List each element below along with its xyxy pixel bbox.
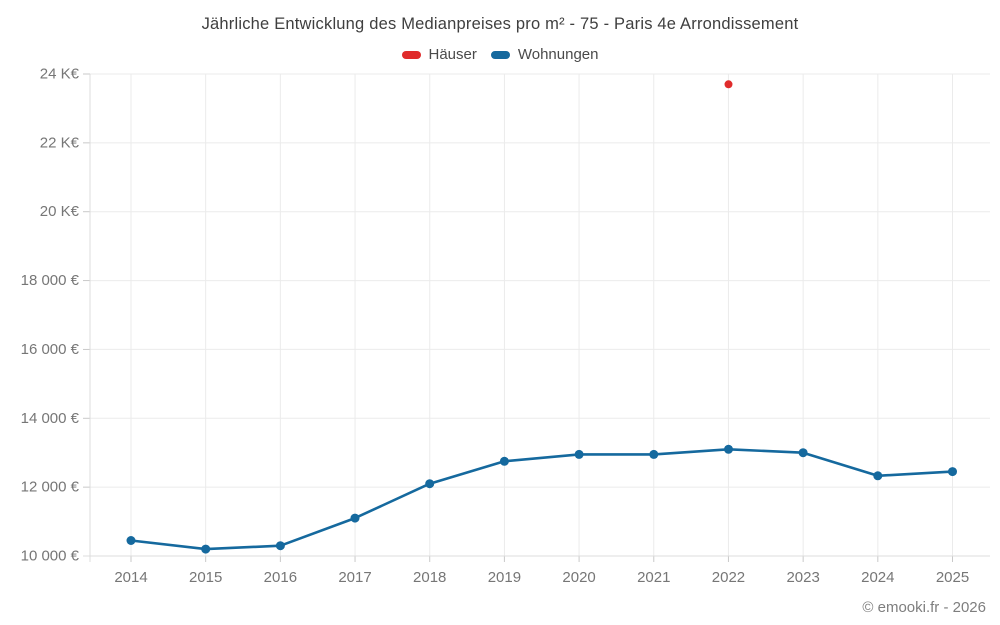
y-axis-tick-label: 24 K€ [40, 66, 80, 83]
wohnungen-data-point-2018[interactable] [425, 479, 435, 489]
x-axis-tick-label: 2016 [264, 569, 297, 586]
legend: Häuser Wohnungen [0, 46, 1000, 63]
x-axis-tick-label: 2023 [786, 569, 819, 586]
y-axis-tick-label: 18 000 € [21, 272, 80, 289]
y-axis-tick-label: 16 000 € [21, 341, 80, 358]
chart-title: Jährliche Entwicklung des Medianpreises … [201, 15, 799, 33]
x-axis-tick-label: 2019 [488, 569, 521, 586]
legend-label-wohnungen: Wohnungen [517, 46, 599, 63]
wohnungen-data-point-2024[interactable] [873, 471, 883, 481]
y-axis-tick-label: 22 K€ [40, 134, 80, 151]
wohnungen-data-point-2019[interactable] [499, 456, 509, 466]
legend-label-haeuser: Häuser [428, 46, 477, 63]
wohnungen-data-point-2021[interactable] [649, 449, 659, 459]
wohnungen-legend-swatch-icon [490, 50, 510, 59]
wohnungen-data-point-2020[interactable] [574, 449, 584, 459]
x-axis-tick-label: 2021 [637, 569, 670, 586]
x-axis-tick-label: 2014 [114, 569, 147, 586]
x-axis-tick-label: 2024 [861, 569, 894, 586]
x-axis-tick-label: 2017 [338, 569, 371, 586]
x-axis-tick-label: 2020 [562, 569, 595, 586]
wohnungen-data-point-2017[interactable] [350, 513, 360, 523]
huser-data-point-2022[interactable] [724, 80, 733, 89]
wohnungen-data-point-2022[interactable] [724, 444, 733, 454]
haeuser-legend-swatch-icon [401, 50, 421, 59]
wohnungen-series-line [129, 448, 954, 551]
legend-item-haeuser[interactable]: Häuser [401, 46, 477, 63]
copyright-text: © emooki.fr - 2026 [862, 599, 986, 616]
y-axis-tick-label: 10 000 € [21, 548, 80, 565]
y-axis-tick-label: 20 K€ [40, 203, 80, 220]
x-axis-tick-label: 2018 [413, 569, 446, 586]
wohnungen-data-point-2014[interactable] [126, 536, 136, 545]
x-axis-tick-label: 2015 [189, 569, 222, 586]
y-axis-tick-label: 12 000 € [21, 479, 80, 496]
wohnungen-data-point-2016[interactable] [275, 541, 285, 551]
y-axis-tick-label: 14 000 € [21, 410, 80, 427]
legend-item-wohnungen[interactable]: Wohnungen [490, 46, 599, 63]
x-axis-tick-label: 2025 [936, 569, 969, 586]
wohnungen-data-point-2015[interactable] [201, 544, 211, 554]
wohnungen-data-point-2025[interactable] [948, 467, 957, 477]
x-axis-tick-label: 2022 [712, 569, 745, 586]
wohnungen-data-point-2023[interactable] [798, 448, 808, 458]
